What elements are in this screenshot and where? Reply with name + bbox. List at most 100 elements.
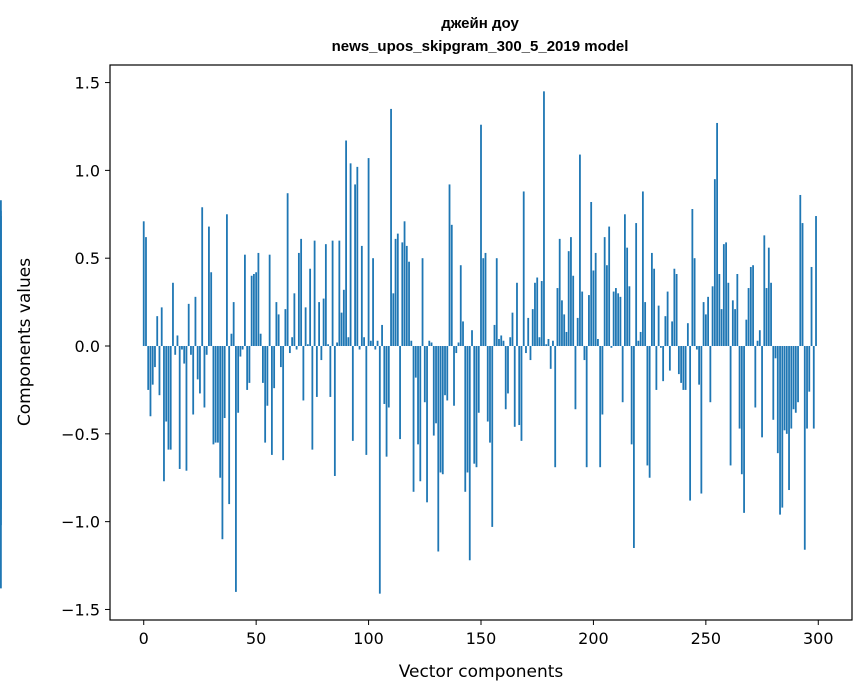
bar (417, 346, 419, 445)
bar (302, 346, 305, 401)
bar (727, 282, 730, 347)
bar (241, 346, 244, 350)
bar (617, 293, 620, 347)
bar (673, 268, 676, 347)
bar (363, 337, 365, 347)
bar (293, 293, 296, 347)
bar (725, 242, 727, 347)
y-tick-label: −1.5 (61, 600, 100, 619)
x-tick-label: 200 (578, 629, 609, 648)
bar (689, 346, 692, 501)
bar (641, 191, 644, 347)
bar (360, 245, 363, 347)
bar (500, 335, 503, 347)
bar (255, 272, 258, 347)
bar (464, 346, 467, 492)
bar (145, 237, 147, 347)
bar (441, 346, 444, 475)
bar (698, 346, 700, 385)
bar (740, 346, 743, 475)
bar (608, 226, 611, 347)
bar (444, 346, 446, 396)
bar (556, 288, 559, 347)
bar (779, 346, 781, 515)
bar (414, 346, 417, 378)
bar (626, 247, 629, 347)
bar (621, 346, 624, 403)
bar (650, 252, 653, 347)
bar (219, 346, 222, 478)
bar (156, 316, 159, 347)
bar (684, 346, 687, 390)
bar (181, 346, 183, 350)
bar (525, 346, 527, 354)
bar (426, 346, 428, 503)
bar (781, 346, 784, 508)
bar (504, 346, 507, 410)
bar (405, 245, 408, 347)
bar (635, 223, 638, 347)
bar (381, 324, 383, 347)
bar (0, 312, 2, 347)
bar (610, 346, 613, 348)
bar (797, 346, 799, 403)
bar (259, 333, 262, 347)
bar (0, 346, 2, 392)
bar (196, 346, 199, 380)
bar (686, 323, 689, 347)
y-tick-label: 1.0 (75, 161, 100, 180)
bar (270, 346, 273, 455)
bar (435, 346, 437, 424)
bar (486, 346, 489, 422)
bar (457, 342, 460, 347)
bar (531, 309, 534, 347)
bar (554, 346, 557, 468)
bar (264, 346, 267, 443)
bar (279, 346, 282, 368)
bar (792, 346, 795, 410)
bar (788, 346, 790, 491)
x-tick-label: 100 (353, 629, 384, 648)
bar (165, 346, 168, 422)
bar (158, 346, 161, 396)
bar (387, 346, 390, 408)
bar (731, 300, 734, 347)
y-tick-label: 0.0 (75, 337, 100, 356)
bar (599, 346, 602, 468)
bar (309, 268, 312, 347)
bar (563, 314, 566, 347)
bar (286, 193, 289, 347)
bar (266, 346, 269, 406)
bar (799, 194, 802, 347)
bar (320, 346, 323, 361)
bar (592, 270, 595, 347)
bar (212, 346, 215, 445)
bar (437, 346, 440, 552)
bar (423, 346, 426, 403)
bar (597, 338, 599, 347)
bar (749, 266, 752, 347)
bar (570, 237, 572, 347)
bar (628, 286, 631, 347)
bar (178, 346, 181, 469)
chart-title: джейн доу (441, 15, 519, 32)
bar (756, 340, 759, 347)
bar (722, 244, 725, 347)
bar (668, 346, 671, 371)
bar (190, 346, 192, 355)
y-tick-label: 0.5 (75, 249, 100, 268)
bar (770, 282, 772, 347)
bar (711, 286, 714, 347)
bar (585, 346, 588, 468)
bar (399, 346, 401, 440)
bar (282, 346, 285, 461)
bar (383, 346, 386, 404)
bar (646, 346, 649, 466)
bar (176, 335, 179, 347)
bar (619, 296, 622, 347)
x-tick-label: 300 (803, 629, 834, 648)
bar (345, 140, 347, 347)
bar (624, 214, 626, 347)
bar (480, 124, 482, 347)
